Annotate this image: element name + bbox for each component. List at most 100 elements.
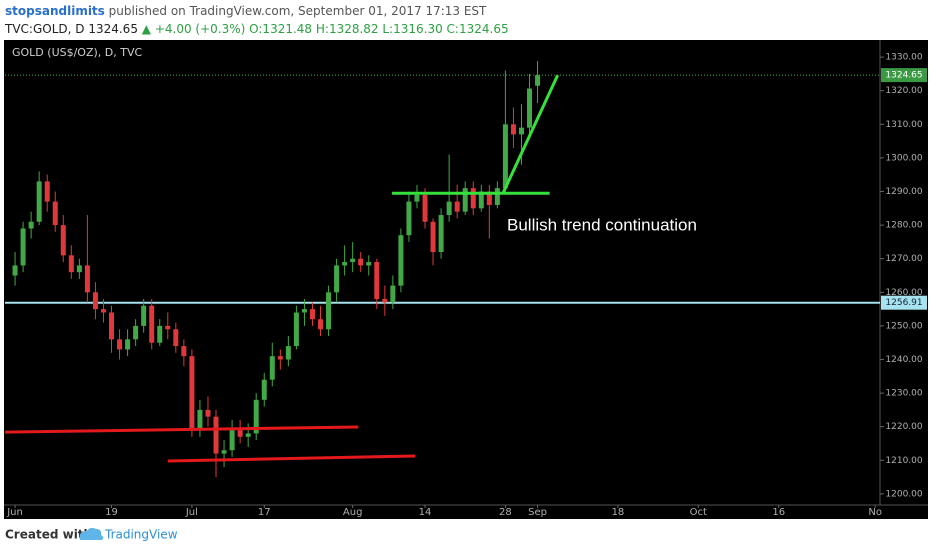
candle-body [84,265,90,293]
candle-body [149,305,155,343]
x-tick-label: 17 [258,507,271,518]
annotation: Bullish trend continuation [507,216,697,235]
candle-body [374,262,380,300]
chart-panel [4,40,928,519]
ohlc: O:1321.48 H:1328.82 L:1316.30 C:1324.65 [249,22,508,36]
candle-body [197,409,203,431]
last-price: 1324.65 [88,22,138,36]
candle-body [390,285,396,303]
candle-body [382,299,388,303]
candle-body [229,430,235,451]
published: published on TradingView.com, September … [109,4,487,18]
candle-body [486,191,492,205]
candle-body [269,356,275,380]
candle-body [92,292,98,310]
candle-body [309,309,315,320]
author: stopsandlimits [5,4,105,18]
candle-body [301,309,307,313]
x-tick-label: Oct [690,507,707,518]
y-tick-label: 1220.00 [885,422,922,432]
candle-body [44,181,50,202]
y-tick-label: 1300.00 [885,153,922,163]
trend-line [167,454,416,463]
x-tick-label: No [868,507,882,518]
candle-body [141,305,147,326]
level-label-box [881,295,927,310]
candle-body [366,262,372,266]
candle-body [261,379,267,400]
symbol: TVC:GOLD, D [4,22,85,36]
y-tick-label: 1250.00 [885,321,922,331]
candle-body [358,258,364,266]
candle-body [342,262,348,266]
candle-body [68,255,74,273]
y-tick-label: 1200.00 [885,489,922,499]
candle-body [52,201,58,226]
x-tick-label: Jun [6,507,23,518]
candle-body [237,430,243,437]
y-tick-label: 1230.00 [885,389,922,399]
candle-body [157,325,163,343]
trend-line [501,74,560,194]
candle-body [478,191,484,209]
candle-body [189,356,195,431]
candle-body [181,346,187,357]
y-tick-label: 1240.00 [885,355,922,365]
candle-body [125,339,131,350]
y-tick-label: 1210.00 [885,456,922,466]
logo [79,527,104,540]
candle-body [518,127,524,135]
candle-body [334,265,340,293]
y-tick-label: 1310.00 [885,120,922,130]
x-tick-label: 16 [772,507,785,518]
candle-body [117,339,123,350]
last-price-label: 1324.65 [885,71,922,81]
candle-body [221,450,227,454]
candle-body [12,265,18,276]
candle-body [326,292,332,330]
x-tick-label: 28 [499,507,512,518]
candle-body [462,188,468,212]
y-tick-label: 1270.00 [885,254,922,264]
x-tick-label: Aug [343,507,363,518]
candle-body [430,221,436,252]
candle-body [245,433,251,437]
candle-body [422,194,428,222]
x-tick-label: 19 [105,507,118,518]
footer-brand: TradingView [104,528,178,542]
footer-created: Created with [5,528,92,542]
y-tick-label: 1260.00 [885,288,922,298]
y-tick-label: 1290.00 [885,187,922,197]
candle-body [173,329,179,347]
candle-body [293,312,299,347]
candle-body [535,75,541,86]
level-label: 1256.91 [885,298,922,308]
candle-body [414,194,420,202]
candle-body [133,325,139,340]
candle-body [494,188,500,205]
header-line-2: TVC:GOLD, D 1324.65 ▲ +4.00 (+0.3%) O:13… [4,22,509,36]
y-tick-label: 1320.00 [885,86,922,96]
y-tick-label: 1330.00 [885,53,922,63]
candle-body [20,228,26,266]
y-tick-label: 1280.00 [885,221,922,231]
change: ▲ +4.00 (+0.3%) [142,22,246,36]
candle-body [213,416,219,454]
candle-body [100,309,106,313]
candle-body [318,319,324,330]
candle-body [285,346,291,360]
candle-body [28,221,34,229]
candle-body [60,225,66,256]
candle-body [165,325,171,330]
trend-line [5,425,359,434]
candle-body [510,124,516,135]
candle-body [253,399,259,434]
candle-body [446,201,452,216]
candle-body [109,312,115,340]
x-tick-label: Sep [528,507,547,518]
x-tick-label: Jul [185,507,198,518]
chart-title: GOLD (US$/OZ), D, TVC [12,46,142,59]
candle-body [205,409,211,417]
candle-body [406,201,412,236]
